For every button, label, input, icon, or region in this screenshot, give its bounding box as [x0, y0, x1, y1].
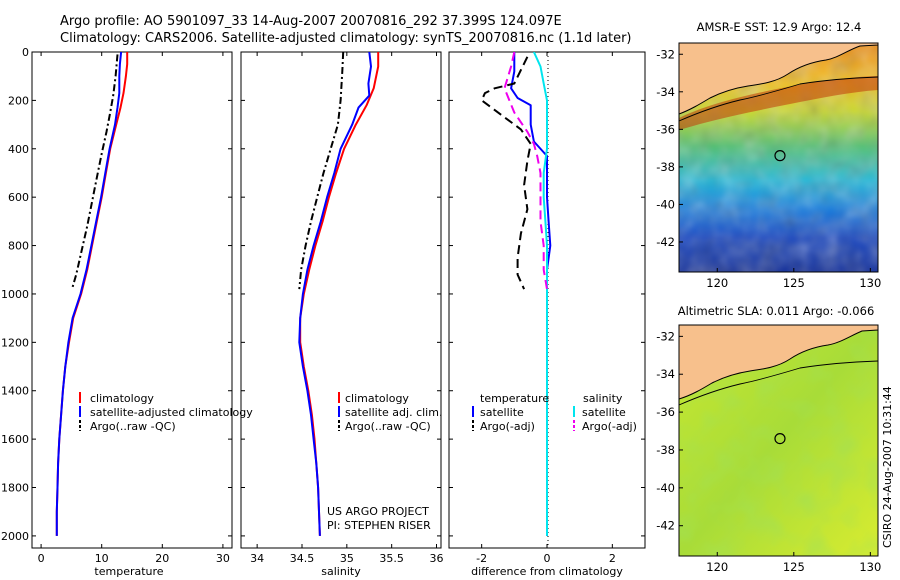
- x-tick-label: 20: [155, 552, 169, 565]
- map-y-tick-label: -32: [656, 47, 675, 61]
- y-tick-label: 800: [8, 240, 29, 253]
- argo-location-circle: [774, 432, 786, 445]
- project-credit: US ARGO PROJECT: [327, 505, 429, 518]
- sst-map-frame: [678, 42, 879, 273]
- y-tick-label: 200: [8, 94, 29, 107]
- y-tick-label: 600: [8, 191, 29, 204]
- x-tick-label: -2: [476, 552, 487, 565]
- argo-location-marker: [774, 432, 786, 445]
- series-line: [510, 52, 552, 536]
- map-x-tick-label: 125: [783, 560, 805, 574]
- sla-map-frame: [678, 324, 879, 557]
- map-y-tick-label: -36: [656, 122, 675, 136]
- legend-label: Argo(..raw -QC): [345, 420, 431, 433]
- x-tick-label: 34: [250, 552, 264, 565]
- x-ticks: 0 10 20 30 34 34.5 35 35.5 36 -2 0 2: [38, 52, 616, 565]
- argo-location-marker: [774, 150, 786, 162]
- y-tick-label: 1800: [1, 482, 29, 495]
- sla-map-title: Altimetric SLA: 0.011 Argo: -0.066: [678, 304, 875, 318]
- map-y-tick-label: -42: [656, 235, 675, 249]
- temperature-xlabel: temperature: [94, 565, 163, 578]
- x-tick-label: 35.5: [379, 552, 404, 565]
- x-tick-label: 0: [38, 552, 45, 565]
- series-line: [503, 52, 548, 290]
- figure-title-line2: Climatology: CARS2006. Satellite-adjuste…: [60, 31, 632, 46]
- map-y-tick-label: -34: [656, 85, 675, 99]
- x-tick-label: 2: [609, 552, 616, 565]
- sla-map-ticks: 120 125 130 -32 -34 -36 -38 -40 -42: [656, 329, 881, 574]
- y-tick-label: 1200: [1, 336, 29, 349]
- y-tick-label: 1000: [1, 288, 29, 301]
- temperature-legend: climatology satellite-adjusted climatolo…: [79, 392, 253, 433]
- map-y-tick-label: -38: [656, 160, 675, 174]
- series-line: [71, 54, 119, 290]
- legend-label: satellite: [582, 406, 626, 419]
- argo-location-circle: [774, 150, 786, 162]
- sla-map: [679, 325, 878, 556]
- temperature-series: [55, 52, 129, 536]
- land-mass: [679, 43, 878, 115]
- map-x-tick-label: 130: [859, 276, 881, 290]
- legend-label: Argo(-adj): [582, 420, 637, 433]
- sst-map-title: AMSR-E SST: 12.9 Argo: 12.4: [697, 20, 862, 34]
- y-tick-label: 400: [8, 143, 29, 156]
- map-y-tick-label: -42: [656, 519, 675, 533]
- difference-series: [480, 52, 552, 536]
- map-y-tick-label: -36: [656, 405, 675, 419]
- shelf-contour: [679, 360, 878, 406]
- series-line: [532, 52, 548, 536]
- map-y-tick-label: -34: [656, 367, 675, 381]
- map-x-tick-label: 125: [783, 276, 805, 290]
- pi-credit: PI: STEPHEN RISER: [327, 519, 431, 532]
- y-tick-label: 2000: [1, 530, 29, 543]
- map-x-tick-label: 120: [706, 560, 728, 574]
- y-tick-label: 0: [22, 46, 29, 59]
- temperature-axes: [31, 51, 233, 549]
- depth-ticks: 0 200 400 600 800 1000 1200 1400 1600 1800 2000: [1, 46, 645, 543]
- series-line: [480, 56, 532, 290]
- sst-map-ticks: 120 125 130 -32 -34 -36 -38 -40 -42: [656, 47, 881, 290]
- legend-header-temperature: temperature: [480, 392, 549, 405]
- series-line: [55, 52, 123, 536]
- salinity-axes: [240, 51, 442, 549]
- map-y-tick-label: -40: [656, 481, 675, 495]
- series-line: [55, 52, 129, 536]
- legend-label: satellite: [480, 406, 524, 419]
- legend-label: satellite adj. clim.: [345, 406, 442, 419]
- x-tick-label: 30: [216, 552, 230, 565]
- salinity-series: [298, 52, 380, 536]
- map-y-tick-label: -40: [656, 197, 675, 211]
- shelf-contour: [679, 76, 878, 122]
- legend-label: climatology: [90, 392, 154, 405]
- figure-title-line1: Argo profile: AO 5901097_33 14-Aug-2007 …: [60, 14, 562, 29]
- difference-legend: temperature salinity satellite Argo(-adj…: [472, 392, 637, 433]
- x-tick-label: 35: [340, 552, 354, 565]
- series-line: [298, 52, 345, 290]
- series-line: [298, 52, 372, 536]
- legend-header-salinity: salinity: [583, 392, 623, 405]
- timestamp: CSIRO 24-Aug-2007 10:31:44: [881, 386, 894, 548]
- legend-label: satellite-adjusted climatology: [90, 406, 253, 419]
- x-tick-label: 34.5: [290, 552, 315, 565]
- map-y-tick-label: -32: [656, 329, 675, 343]
- salinity-xlabel: salinity: [321, 565, 361, 578]
- warm-front-band: [679, 76, 878, 130]
- map-y-tick-label: -38: [656, 443, 675, 457]
- x-tick-label: 10: [95, 552, 109, 565]
- legend-label: Argo(..raw -QC): [90, 420, 176, 433]
- series-line: [299, 52, 380, 536]
- map-x-tick-label: 120: [706, 276, 728, 290]
- x-tick-label: 36: [430, 552, 444, 565]
- land-mass: [679, 325, 878, 400]
- x-tick-label: 0: [544, 552, 551, 565]
- sst-map: [679, 43, 878, 272]
- y-tick-label: 1600: [1, 433, 29, 446]
- salinity-legend: climatology satellite adj. clim. Argo(..…: [338, 392, 442, 433]
- legend-label: Argo(-adj): [480, 420, 535, 433]
- y-tick-label: 1400: [1, 385, 29, 398]
- legend-label: climatology: [345, 392, 409, 405]
- difference-xlabel: difference from climatology: [471, 565, 623, 578]
- map-x-tick-label: 130: [859, 560, 881, 574]
